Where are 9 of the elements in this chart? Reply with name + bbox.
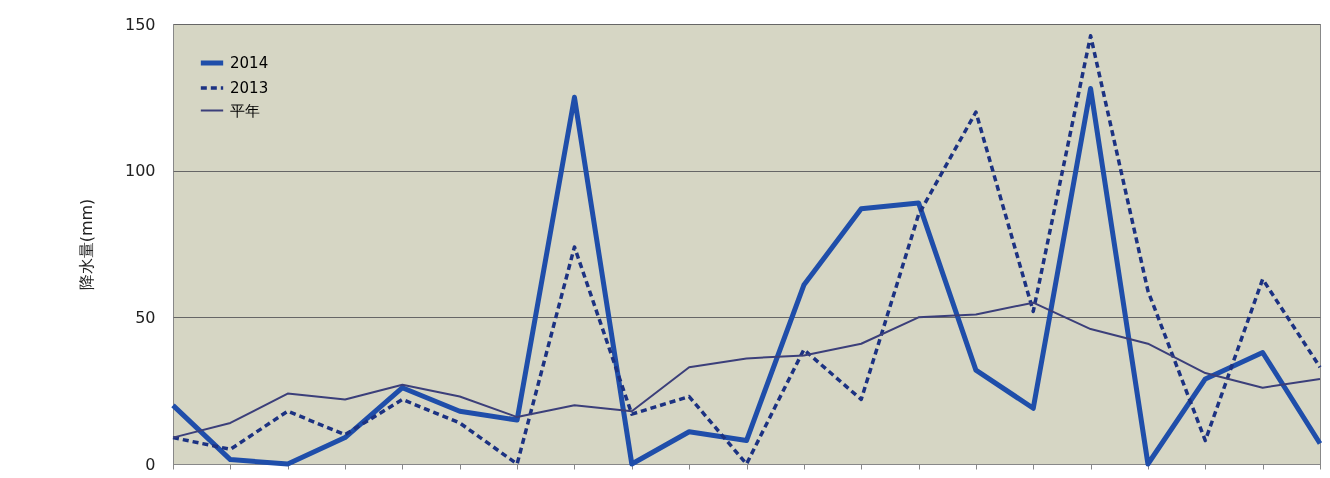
legend-label: 2013 <box>230 79 269 97</box>
y-tick-label: 0 <box>145 454 156 474</box>
y-tick-label: 150 <box>124 14 156 34</box>
legend-label: 2014 <box>230 54 269 72</box>
legend-label: 平年 <box>230 101 260 120</box>
y-tick-label: 100 <box>124 161 156 181</box>
y-tick-label: 50 <box>135 307 156 327</box>
y-axis-title: 降水量(mm) <box>76 198 96 291</box>
line-series <box>172 301 1321 439</box>
